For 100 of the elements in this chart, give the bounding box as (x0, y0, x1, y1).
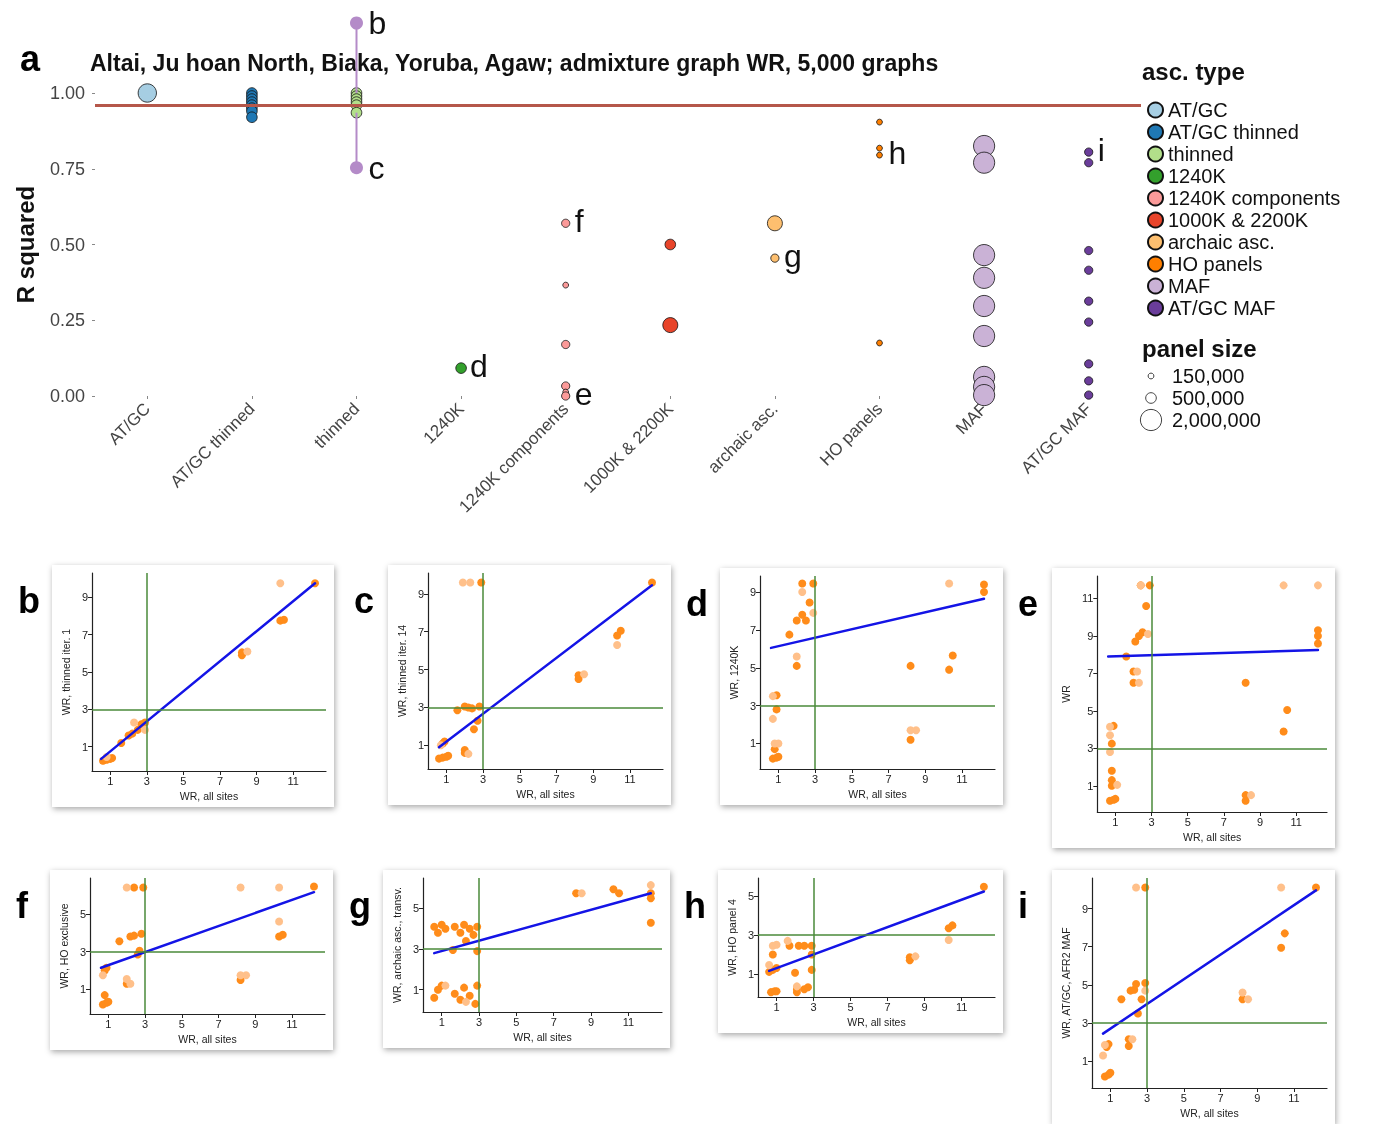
y-tick-label: 5 (749, 661, 757, 674)
x-axis-title: WR, all sites (516, 788, 575, 801)
x-tick-label: 9 (253, 774, 260, 787)
legend-label: AT/GC (1168, 99, 1228, 121)
y-tick-label: 9 (1081, 902, 1089, 915)
y-tick-label: 7 (1081, 940, 1089, 953)
x-tick-label: 9 (590, 772, 597, 785)
x-tick-label: 7 (216, 774, 224, 787)
x-tick-label: 7 (553, 772, 560, 785)
x-tick-label: 3 (142, 1017, 149, 1030)
x-tick-label: 3 (1144, 1091, 1151, 1104)
x-tick-label: 11 (956, 772, 968, 785)
x-tick-label: 7 (1217, 1091, 1224, 1104)
x-tick-label: 1 (107, 774, 114, 787)
y-tick-label: 0.00 (49, 386, 85, 406)
legend-label: 500,000 (1172, 387, 1245, 409)
x-tick-label: 11 (1290, 815, 1302, 828)
legend-label: 1240K (1168, 165, 1227, 187)
y-axis-title: WR, HO exclusive (57, 903, 70, 989)
y-axis-title: WR, 1240K (727, 645, 740, 700)
y-tick-label: 9 (749, 586, 757, 599)
y-tick-label: 11 (1081, 592, 1094, 605)
x-tick-label: 1 (443, 772, 450, 785)
legend-title: asc. type (1142, 57, 1245, 85)
y-tick-label: 3 (79, 945, 87, 958)
x-tick-label: 11 (1288, 1091, 1300, 1104)
x-tick-label: 11 (286, 1017, 298, 1030)
y-tick-label: 5 (1087, 704, 1094, 717)
annotation: i (1097, 132, 1105, 169)
x-tick-label: 3 (812, 772, 819, 785)
x-tick-label: 9 (252, 1017, 259, 1030)
y-tick-label: 9 (81, 591, 89, 604)
y-tick-label: 1 (749, 737, 757, 750)
y-tick-label: 5 (1081, 978, 1089, 991)
y-tick-label: 1 (81, 740, 89, 753)
y-axis-title: WR (1059, 684, 1072, 703)
x-tick-label: 7 (885, 772, 892, 785)
y-tick-label: 7 (417, 625, 425, 638)
x-tick-label: 9 (587, 1015, 595, 1028)
text: c (354, 580, 375, 621)
x-tick-label: 5 (1180, 1091, 1187, 1104)
x-tick-label: 3 (143, 774, 150, 787)
y-tick-label: 3 (417, 701, 425, 714)
text: a (20, 38, 41, 80)
y-axis-title: WR, AT/GC, AFR2 MAF (1059, 927, 1072, 1039)
x-tick-label: 1 (105, 1017, 112, 1030)
x-tick-label: 5 (516, 772, 523, 785)
y-tick-label: 5 (747, 890, 755, 903)
x-tick-label: 11 (622, 1015, 635, 1028)
legend-label: 150,000 (1172, 365, 1245, 387)
y-axis-title: WR, thinned iter. 14 (395, 624, 408, 718)
text: i (1018, 885, 1029, 926)
x-tick-label: 1 (1107, 1091, 1114, 1104)
x-tick-label: 3 (1148, 815, 1155, 828)
x-tick-label: 5 (847, 1000, 854, 1013)
x-tick-label: 3 (480, 772, 487, 785)
chart-title: Altai, Ju hoan North, Biaka, Yoruba, Agaw; admixture graph WR, 5,000 graphs (90, 49, 939, 76)
y-tick-label: 5 (81, 666, 89, 678)
y-tick-label: 1 (79, 983, 87, 996)
x-tick-label: 1 (775, 772, 782, 785)
x-axis-title: WR, all sites (1180, 1107, 1239, 1120)
x-tick-label: 9 (1257, 815, 1264, 828)
text: e (1018, 583, 1039, 624)
annotation: f (574, 203, 584, 240)
legend-label: 2,000,000 (1172, 409, 1261, 431)
y-tick-label: 9 (417, 587, 425, 600)
y-tick-label: 3 (749, 699, 757, 712)
x-tick-label: 11 (287, 774, 299, 787)
legend-label: MAF (1168, 275, 1211, 297)
legend-label: AT/GC MAF (1168, 297, 1276, 319)
y-tick-label: 5 (417, 663, 425, 676)
y-tick-label: 7 (1087, 667, 1094, 680)
annotation: d (470, 348, 488, 385)
x-tick-label: 9 (922, 772, 929, 785)
annotation: g (783, 238, 802, 275)
x-tick-label: 5 (180, 774, 187, 787)
y-axis-title: R squared (11, 185, 39, 304)
x-tick-label: 7 (884, 1000, 891, 1013)
y-tick-label: 0.50 (49, 234, 85, 255)
x-axis-title: WR, all sites (847, 1016, 906, 1029)
x-axis-title: WR, all sites (179, 790, 239, 803)
y-axis-title: WR, HO panel 4 (725, 899, 738, 976)
y-tick-label: 3 (747, 929, 755, 942)
x-axis-title: WR, all sites (513, 1031, 572, 1044)
y-tick-label: 7 (81, 628, 89, 641)
x-axis-title: WR, all sites (848, 788, 907, 801)
text: d (686, 583, 708, 624)
y-tick-label: 3 (412, 943, 420, 956)
x-tick-label: 7 (550, 1015, 557, 1028)
y-tick-label: 3 (81, 703, 89, 716)
y-tick-label: 1 (417, 739, 425, 752)
y-tick-label: 9 (1087, 629, 1094, 642)
x-tick-label: 3 (475, 1015, 483, 1028)
y-tick-label: 0.25 (49, 310, 85, 331)
x-tick-label: 11 (955, 1000, 968, 1013)
text: h (684, 885, 706, 926)
annotation: e (574, 376, 593, 412)
x-tick-label: 5 (1184, 815, 1191, 828)
x-tick-label: 11 (624, 772, 636, 785)
y-tick-label: 1.00 (49, 83, 85, 103)
